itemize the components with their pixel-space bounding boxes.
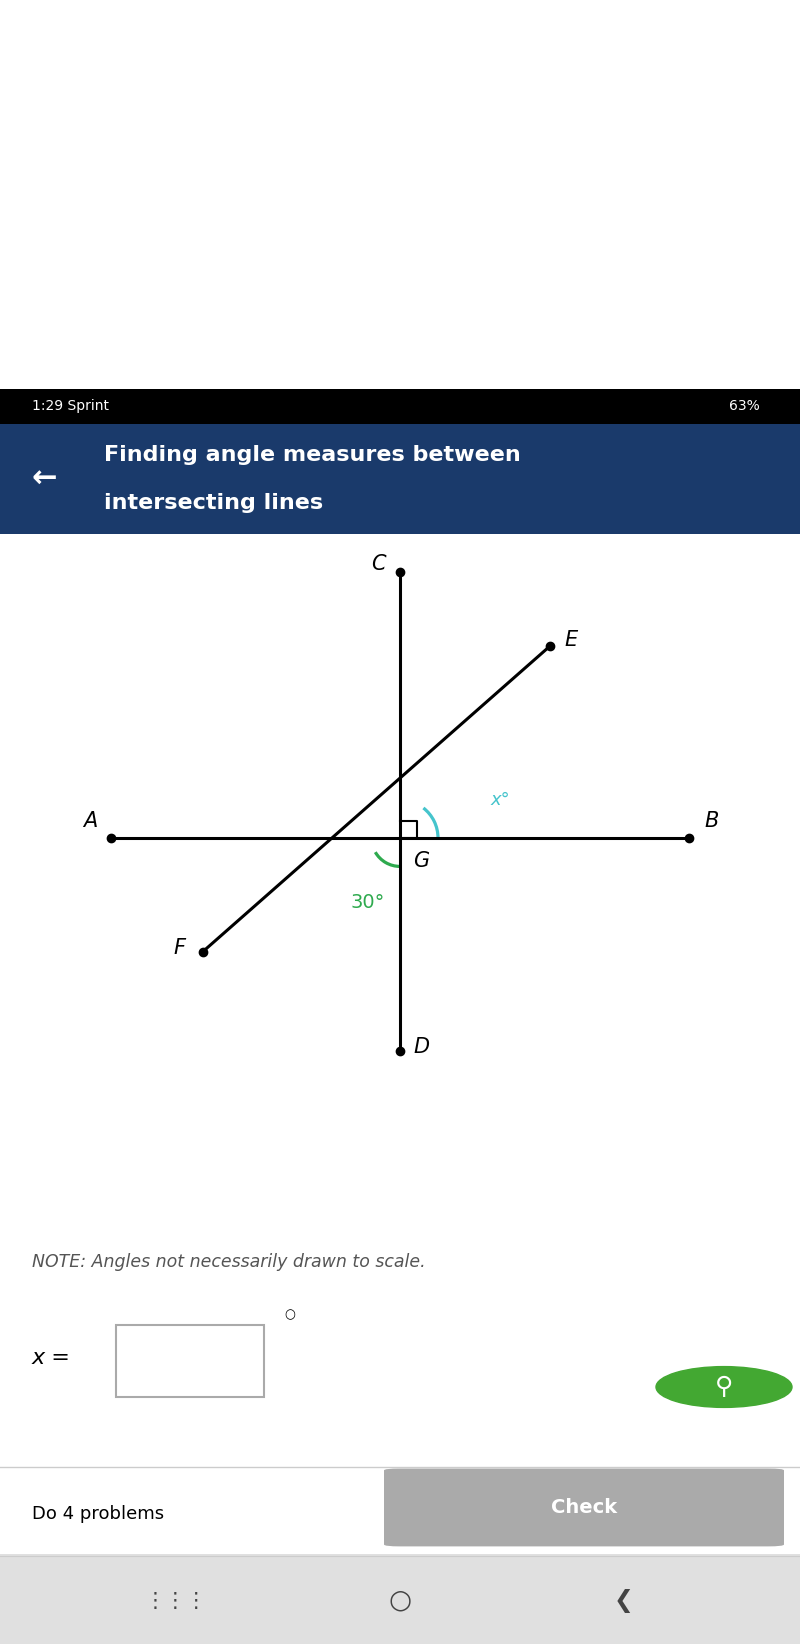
Text: ←: ← bbox=[31, 464, 57, 493]
Text: E: E bbox=[564, 630, 578, 649]
Text: ❮: ❮ bbox=[614, 1588, 634, 1613]
Text: 30°: 30° bbox=[351, 893, 386, 912]
Text: C: C bbox=[371, 554, 386, 574]
Text: ○: ○ bbox=[284, 1309, 295, 1322]
Text: B: B bbox=[705, 810, 718, 832]
Text: A: A bbox=[82, 810, 97, 832]
Text: NOTE: Angles not necessarily drawn to scale.: NOTE: Angles not necessarily drawn to sc… bbox=[32, 1253, 426, 1271]
Text: x =: x = bbox=[32, 1348, 71, 1368]
Text: F: F bbox=[174, 939, 186, 958]
FancyBboxPatch shape bbox=[116, 1325, 264, 1397]
Text: Do 4 problems: Do 4 problems bbox=[32, 1506, 164, 1522]
Circle shape bbox=[656, 1366, 792, 1407]
Text: Finding angle measures between: Finding angle measures between bbox=[104, 446, 521, 465]
Text: x°: x° bbox=[490, 791, 510, 809]
Text: D: D bbox=[414, 1037, 430, 1057]
Text: 63%: 63% bbox=[730, 399, 760, 413]
Text: ○: ○ bbox=[389, 1588, 411, 1614]
Text: ⚲: ⚲ bbox=[715, 1374, 733, 1399]
Text: 1:29 Sprint: 1:29 Sprint bbox=[32, 399, 109, 413]
Text: Check: Check bbox=[551, 1498, 617, 1517]
Text: ⋮⋮⋮: ⋮⋮⋮ bbox=[145, 1591, 207, 1611]
Text: intersecting lines: intersecting lines bbox=[104, 493, 323, 513]
FancyBboxPatch shape bbox=[384, 1468, 784, 1547]
Text: G: G bbox=[414, 850, 430, 871]
